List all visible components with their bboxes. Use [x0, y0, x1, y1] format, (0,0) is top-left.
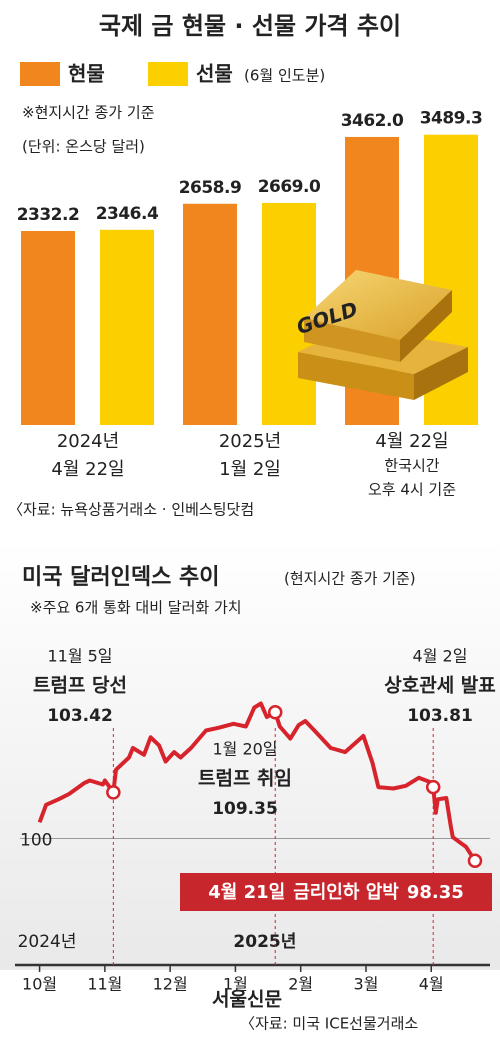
annotation-text: 금리인하 압박 [293, 882, 399, 903]
chart-title: 미국 달러인덱스 추이 [22, 565, 219, 590]
annotation-point [267, 705, 283, 720]
x-tick-label: 2월 [288, 975, 313, 994]
annotation-date: 4월 21일 [208, 882, 285, 903]
annotation-text: 트럼프 당선 [33, 675, 127, 697]
source: 〈자료: 미국 ICE선물거래소 [240, 1015, 418, 1033]
note: (단위: 온스당 달러) [22, 138, 145, 156]
annotation-value: 103.81 [407, 706, 473, 726]
note: ※주요 6개 통화 대비 달러화 가치 [30, 599, 242, 617]
bar [262, 202, 316, 425]
bar [100, 229, 154, 425]
source: 〈자료: 뉴욕상품거래소 · 인베스팅닷컴 [8, 501, 254, 519]
category-label: 한국시간 [384, 457, 439, 475]
category-label: 4월 22일 [375, 431, 448, 452]
legend-swatch [148, 62, 188, 86]
category-label: 4월 22일 [51, 459, 124, 480]
annotation-date: 1월 20일 [212, 740, 277, 759]
year-label: 2025년 [233, 932, 296, 952]
x-tick-label: 12월 [153, 975, 188, 994]
annotation-point [467, 853, 483, 869]
value-label: 2658.9 [179, 178, 242, 198]
annotation-point [425, 779, 441, 795]
annotation-box [180, 873, 492, 911]
legend-swatch [20, 62, 60, 86]
chart-subtitle: (현지시간 종가 기준) [284, 570, 416, 588]
note: ※현지시간 종가 기준 [22, 104, 155, 122]
y-tick-label: 100 [20, 831, 52, 851]
x-tick-label: 3월 [354, 975, 379, 994]
x-tick-label: 4월 [419, 975, 444, 994]
annotation-value: 103.42 [47, 706, 113, 726]
legend-label: 선물 [196, 62, 233, 86]
year-label: 2024년 [18, 932, 77, 952]
annotation-value: 98.35 [407, 882, 464, 903]
category-label: 2024년 [57, 431, 119, 452]
value-label: 3489.3 [420, 109, 483, 129]
annotation-value: 109.35 [212, 799, 278, 819]
watermark: 서울신문 [212, 989, 282, 1011]
value-label: 2346.4 [96, 204, 159, 224]
x-tick-label: 11월 [87, 975, 122, 994]
annotation-text: 트럼프 취임 [198, 768, 292, 790]
value-label: 3462.0 [341, 111, 404, 131]
annotation-text: 상호관세 발표 [384, 675, 496, 697]
x-tick-label: 1월 [223, 975, 248, 994]
category-label: 오후 4시 기준 [368, 481, 456, 499]
x-tick-label: 10월 [22, 975, 57, 994]
value-label: 2669.0 [258, 177, 321, 197]
annotation-point [106, 785, 121, 800]
chart-title: 국제 금 현물 · 선물 가격 추이 [99, 12, 401, 40]
annotation-date: 11월 5일 [47, 647, 112, 666]
gold-bars-illustration [298, 270, 468, 400]
legend-note: (6월 인도분) [244, 67, 325, 85]
bar [21, 230, 75, 425]
value-label: 2332.2 [17, 205, 80, 225]
annotation-date: 4월 2일 [413, 647, 468, 666]
category-label: 2025년 [219, 431, 281, 452]
annotation-box-text: 4월 21일 금리인하 압박 98.35 [208, 882, 464, 903]
category-label: 1월 2일 [219, 459, 281, 480]
bar [183, 203, 237, 425]
legend-label: 현물 [68, 62, 105, 86]
